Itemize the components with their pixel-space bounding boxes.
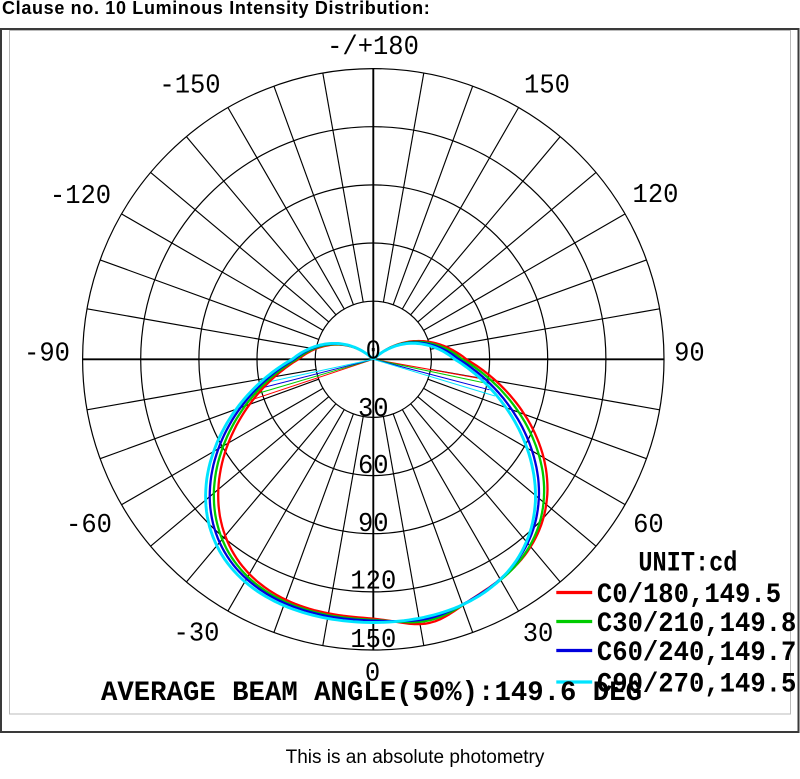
svg-text:30: 30: [523, 620, 554, 650]
svg-text:60: 60: [358, 452, 389, 482]
svg-text:-120: -120: [50, 182, 111, 212]
svg-text:-150: -150: [159, 72, 220, 102]
svg-text:-/+180: -/+180: [327, 33, 419, 63]
svg-text:30: 30: [358, 395, 389, 425]
svg-text:-60: -60: [66, 511, 112, 541]
svg-text:0: 0: [365, 660, 380, 690]
svg-text:120: 120: [633, 181, 679, 211]
svg-text:150: 150: [350, 626, 396, 656]
svg-text:C60/240,149.7: C60/240,149.7: [597, 638, 797, 669]
svg-text:UNIT:cd: UNIT:cd: [638, 549, 737, 580]
svg-text:-30: -30: [174, 620, 220, 650]
svg-text:-90: -90: [24, 340, 70, 370]
svg-text:C0/180,149.5: C0/180,149.5: [597, 580, 781, 611]
svg-text:90: 90: [358, 510, 389, 540]
svg-text:150: 150: [524, 72, 570, 102]
svg-text:AVERAGE BEAM ANGLE(50%):149.6: AVERAGE BEAM ANGLE(50%):149.6 DEG: [101, 678, 642, 709]
svg-text:90: 90: [674, 340, 705, 370]
svg-text:60: 60: [633, 511, 664, 541]
svg-text:0: 0: [366, 338, 381, 368]
svg-text:120: 120: [350, 568, 396, 598]
svg-text:C30/210,149.8: C30/210,149.8: [597, 609, 797, 640]
svg-text:C90/270,149.5: C90/270,149.5: [597, 670, 797, 701]
